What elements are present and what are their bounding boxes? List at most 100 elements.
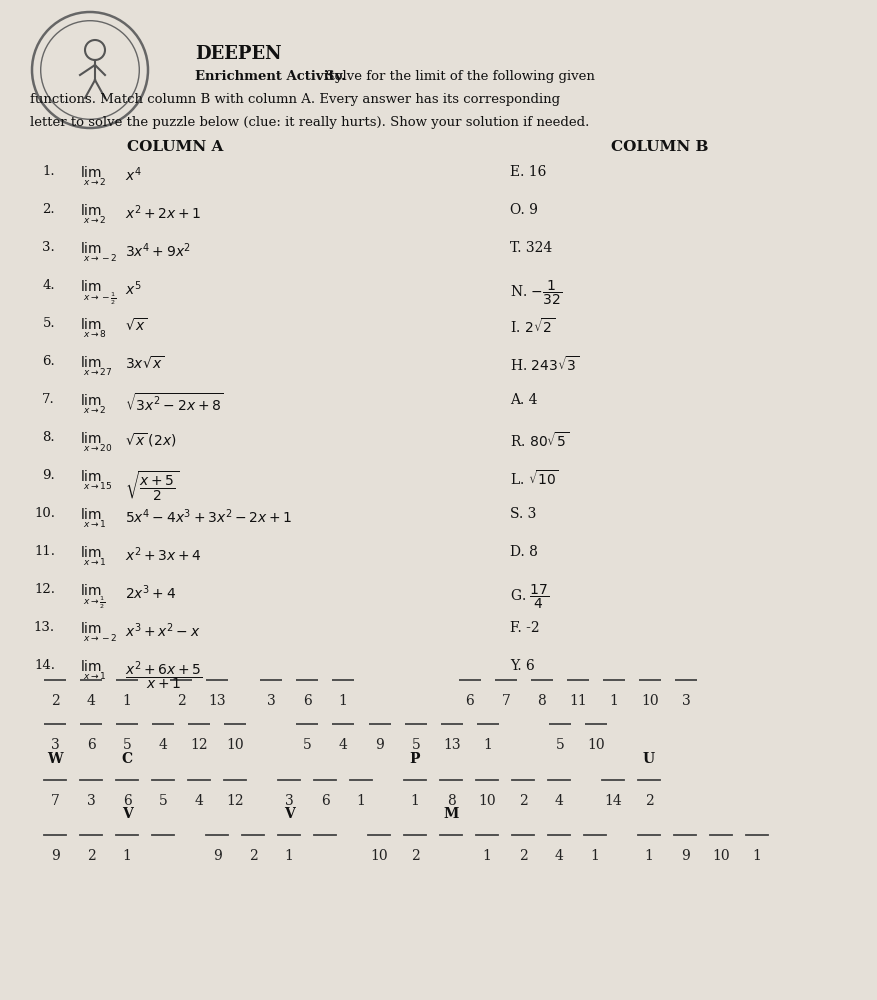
Text: 5: 5 — [411, 738, 420, 752]
Text: $2x^3 + 4$: $2x^3 + 4$ — [125, 583, 176, 602]
Text: 4: 4 — [554, 849, 563, 863]
Text: Solve for the limit of the following given: Solve for the limit of the following giv… — [317, 70, 595, 83]
Text: 2: 2 — [176, 694, 185, 708]
Text: 10: 10 — [588, 738, 605, 752]
Text: 7: 7 — [502, 694, 510, 708]
Text: 4.: 4. — [42, 279, 55, 292]
Text: 5: 5 — [123, 738, 132, 752]
Text: 10: 10 — [641, 694, 659, 708]
Text: 10: 10 — [370, 849, 388, 863]
Text: 1.: 1. — [42, 165, 55, 178]
Text: 10.: 10. — [34, 507, 55, 520]
Text: 12: 12 — [190, 738, 208, 752]
Text: U: U — [643, 752, 655, 766]
Text: $x{\to}\frac{1}{2}$: $x{\to}\frac{1}{2}$ — [83, 594, 105, 611]
Text: $x{\to}-\frac{1}{2}$: $x{\to}-\frac{1}{2}$ — [83, 290, 117, 307]
Text: 1: 1 — [357, 794, 366, 808]
Text: 1: 1 — [483, 738, 493, 752]
Text: $x^2 + 3x + 4$: $x^2 + 3x + 4$ — [125, 545, 202, 564]
Text: 13: 13 — [208, 694, 225, 708]
Text: COLUMN A: COLUMN A — [127, 140, 223, 154]
Text: 3.: 3. — [42, 241, 55, 254]
Text: $x^3 + x^2 - x$: $x^3 + x^2 - x$ — [125, 621, 201, 640]
Text: $\lim$: $\lim$ — [80, 317, 102, 332]
Text: 4: 4 — [195, 794, 203, 808]
Text: 9: 9 — [212, 849, 221, 863]
Text: $x{\to}-2$: $x{\to}-2$ — [83, 632, 118, 643]
Text: F. -2: F. -2 — [510, 621, 539, 635]
Text: $x{\to}2$: $x{\to}2$ — [83, 176, 106, 187]
Text: P: P — [410, 752, 420, 766]
Text: $\lim$: $\lim$ — [80, 621, 102, 636]
Text: functions. Match column B with column A. Every answer has its corresponding: functions. Match column B with column A.… — [30, 93, 560, 106]
Text: 3: 3 — [51, 738, 60, 752]
Text: 6.: 6. — [42, 355, 55, 368]
Text: 9.: 9. — [42, 469, 55, 482]
Text: 2: 2 — [645, 794, 653, 808]
Text: $\lim$: $\lim$ — [80, 203, 102, 218]
Text: 8: 8 — [446, 794, 455, 808]
Text: 11.: 11. — [34, 545, 55, 558]
Text: 1: 1 — [123, 849, 132, 863]
Text: $x^5$: $x^5$ — [125, 279, 142, 298]
Text: 2.: 2. — [42, 203, 55, 216]
Text: 6: 6 — [303, 694, 311, 708]
Text: 13.: 13. — [34, 621, 55, 634]
Text: $\lim$: $\lim$ — [80, 355, 102, 370]
Text: 10: 10 — [226, 738, 244, 752]
Text: $x{\to}1$: $x{\to}1$ — [83, 556, 106, 567]
Text: 4: 4 — [87, 694, 96, 708]
Text: $\lim$: $\lim$ — [80, 659, 102, 674]
Text: $\lim$: $\lim$ — [80, 469, 102, 484]
Text: 5: 5 — [159, 794, 168, 808]
Text: $x{\to}15$: $x{\to}15$ — [83, 480, 112, 491]
Text: W: W — [47, 752, 63, 766]
Text: $\lim$: $\lim$ — [80, 431, 102, 446]
Text: 3: 3 — [87, 794, 96, 808]
Text: 13: 13 — [443, 738, 460, 752]
Text: $x^2 + 2x + 1$: $x^2 + 2x + 1$ — [125, 203, 202, 222]
Text: H. $243\sqrt{3}$: H. $243\sqrt{3}$ — [510, 355, 580, 374]
Text: 1: 1 — [339, 694, 347, 708]
Text: $\lim$: $\lim$ — [80, 241, 102, 256]
Text: 2: 2 — [518, 849, 527, 863]
Text: $x{\to}2$: $x{\to}2$ — [83, 214, 106, 225]
Text: 1: 1 — [284, 849, 294, 863]
Text: N. $-\dfrac{1}{32}$: N. $-\dfrac{1}{32}$ — [510, 279, 562, 307]
Text: $\sqrt{x}\,(2x)$: $\sqrt{x}\,(2x)$ — [125, 431, 176, 449]
Text: 3: 3 — [285, 794, 294, 808]
Text: T. 324: T. 324 — [510, 241, 553, 255]
Text: DEEPEN: DEEPEN — [195, 45, 282, 63]
Text: 5: 5 — [556, 738, 565, 752]
Text: 10: 10 — [712, 849, 730, 863]
Text: 12: 12 — [226, 794, 244, 808]
Text: 2: 2 — [518, 794, 527, 808]
Text: 14.: 14. — [34, 659, 55, 672]
Text: Enrichment Activity.: Enrichment Activity. — [195, 70, 346, 83]
Text: 5.: 5. — [42, 317, 55, 330]
Text: $\lim$: $\lim$ — [80, 165, 102, 180]
Text: O. 9: O. 9 — [510, 203, 538, 217]
Text: S. 3: S. 3 — [510, 507, 537, 521]
Text: 2: 2 — [51, 694, 60, 708]
Text: C: C — [121, 752, 132, 766]
Text: $5x^4 - 4x^3 + 3x^2 - 2x + 1$: $5x^4 - 4x^3 + 3x^2 - 2x + 1$ — [125, 507, 293, 526]
Text: 4: 4 — [159, 738, 168, 752]
Text: 8.: 8. — [42, 431, 55, 444]
Text: $3x^4 + 9x^2$: $3x^4 + 9x^2$ — [125, 241, 191, 260]
Text: $\lim$: $\lim$ — [80, 583, 102, 598]
Text: V: V — [122, 807, 132, 821]
Text: 1: 1 — [482, 849, 491, 863]
Text: 6: 6 — [466, 694, 474, 708]
Text: A. 4: A. 4 — [510, 393, 538, 407]
Text: $x{\to}27$: $x{\to}27$ — [83, 366, 112, 377]
Text: E. 16: E. 16 — [510, 165, 546, 179]
Text: M: M — [443, 807, 459, 821]
Text: $3x\sqrt{x}$: $3x\sqrt{x}$ — [125, 355, 165, 372]
Text: 1: 1 — [610, 694, 618, 708]
Text: letter to solve the puzzle below (clue: it really hurts). Show your solution if : letter to solve the puzzle below (clue: … — [30, 116, 589, 129]
Text: 1: 1 — [123, 694, 132, 708]
Text: $\sqrt{\dfrac{x+5}{2}}$: $\sqrt{\dfrac{x+5}{2}}$ — [125, 469, 179, 503]
Text: $\lim$: $\lim$ — [80, 545, 102, 560]
Text: 1: 1 — [410, 794, 419, 808]
